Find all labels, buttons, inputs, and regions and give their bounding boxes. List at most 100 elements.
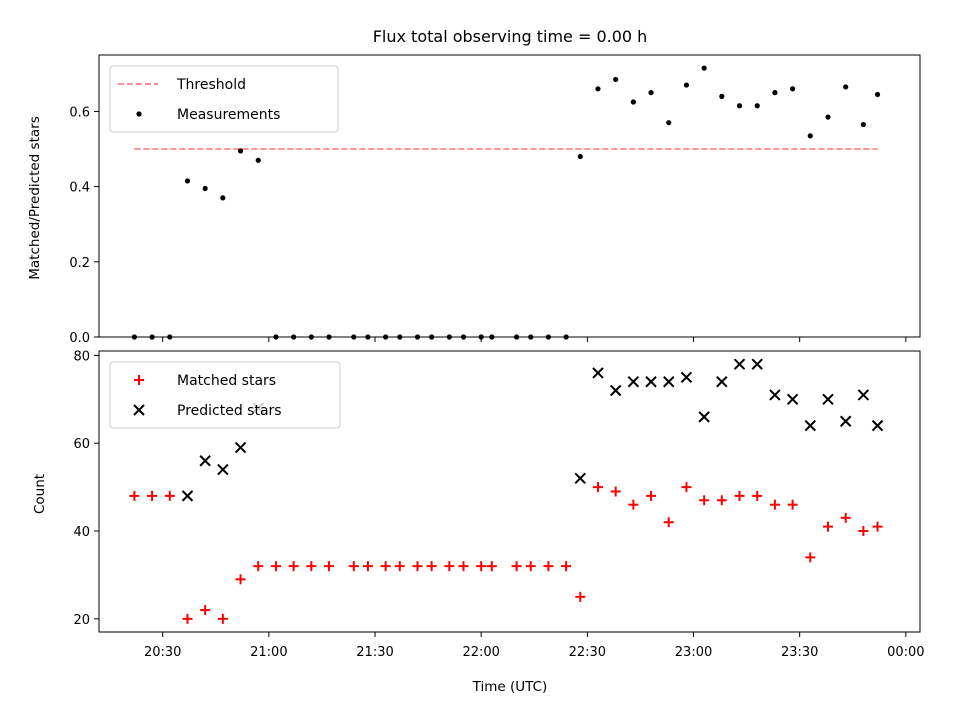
x-marker-b [680,371,693,384]
predicted-point [592,367,604,379]
measurement-point [719,93,725,99]
predicted-point [663,376,675,388]
x-marker-b [698,411,710,423]
matched-point [769,499,780,510]
axes-frame [98,54,921,338]
measurement-point [326,334,332,340]
measurement-point [563,334,569,340]
measurement-point [666,120,672,126]
x-tick-label: 22:00 [462,645,499,660]
measurement-point [754,103,760,109]
measurement-point [383,334,389,340]
matched-point [840,512,851,523]
matched-point [426,561,437,572]
matched-point [592,482,603,493]
x-marker-b [839,415,852,427]
x-marker-b [199,455,211,467]
legend-threshold-label: Threshold [176,77,246,93]
matched-point [543,561,554,572]
matched-point [458,561,469,572]
predicted-point [871,419,884,432]
matched-point [663,517,674,528]
matched-point [235,574,246,585]
y-tick-label: 0.4 [69,181,90,196]
measurement-point [291,334,297,340]
matched-point [348,561,359,572]
matched-point [734,490,745,501]
x-tick-label: 23:30 [781,645,818,660]
x-marker-b [751,358,763,370]
top-panel: 0.0 0.2 0.4 0.6 Threshold Measurements [69,54,921,346]
predicted-point [234,441,247,454]
matched-point [182,613,193,624]
x-marker-b [181,490,194,502]
x-tick-label: 00:00 [887,645,924,660]
legend-predicted-label: Predicted stars [177,403,282,419]
matched-point [217,613,228,624]
x-tick-label: 20:30 [144,645,181,660]
measurement-point [414,334,421,340]
x-marker-b [871,419,884,432]
legend-box [109,65,339,133]
predicted-point [751,358,763,370]
measurement-point [772,90,778,96]
predicted-point [822,393,834,406]
matched-point [561,561,572,572]
x-marker-b [574,472,586,485]
x-marker-b [627,376,640,388]
matched-point [306,561,317,572]
measurement-point [545,334,552,340]
top-y-axis-label: Matched/Predicted stars [27,116,43,279]
x-marker-b [592,367,604,379]
x-marker-b [786,393,799,406]
y-tick-label: 40 [73,525,90,540]
y-tick-label: 0.6 [69,105,90,120]
matched-point [324,561,335,572]
matched-point [253,561,264,572]
matched-point [699,495,710,506]
legend-measurements-label: Measurements [177,107,280,123]
measurement-point [807,133,813,139]
predicted-point [609,384,622,397]
predicted-point [217,463,229,476]
x-marker-b [133,404,145,416]
measurement-point [446,334,452,340]
measurement-point [630,99,636,105]
measurement-point [202,185,208,192]
measurement-point [220,195,226,201]
matched-point [380,561,391,572]
predicted-point [645,376,657,388]
measurement-point [736,103,743,109]
measurement-point [701,65,707,71]
legend: Matched stars Predicted stars [109,361,341,429]
measurement-point [308,334,314,340]
matched-point [147,490,158,501]
matched-point [872,521,883,532]
matched-point [362,561,373,572]
predicted-point [574,472,586,485]
predicted-point [786,393,799,406]
matched-point [716,495,727,506]
predicted-point [627,376,640,388]
predicted-point [698,411,710,423]
measurement-point [397,334,403,340]
measurement-point [131,334,137,340]
measurement-point [365,334,371,340]
predicted-point [857,389,870,401]
matched-point [628,499,639,510]
matched-point [822,521,833,532]
legend-predicted-swatch [133,404,145,416]
measurement-point [683,82,690,88]
bottom-panel: 20 40 60 80 20:30 21:00 21:30 22:00 22:30 23:00 23… [73,349,924,660]
x-axis-label: Time (UTC) [472,679,548,695]
axes-frame [98,350,921,633]
x-tick-label: 22:30 [569,645,606,660]
matched-point [858,526,869,537]
measurement-point [648,90,654,96]
measurement-point [237,148,244,154]
x-tick-label: 21:30 [356,645,393,660]
measurement-point [577,153,583,160]
predicted-point [680,371,693,384]
legend-matched-swatch [134,375,144,385]
